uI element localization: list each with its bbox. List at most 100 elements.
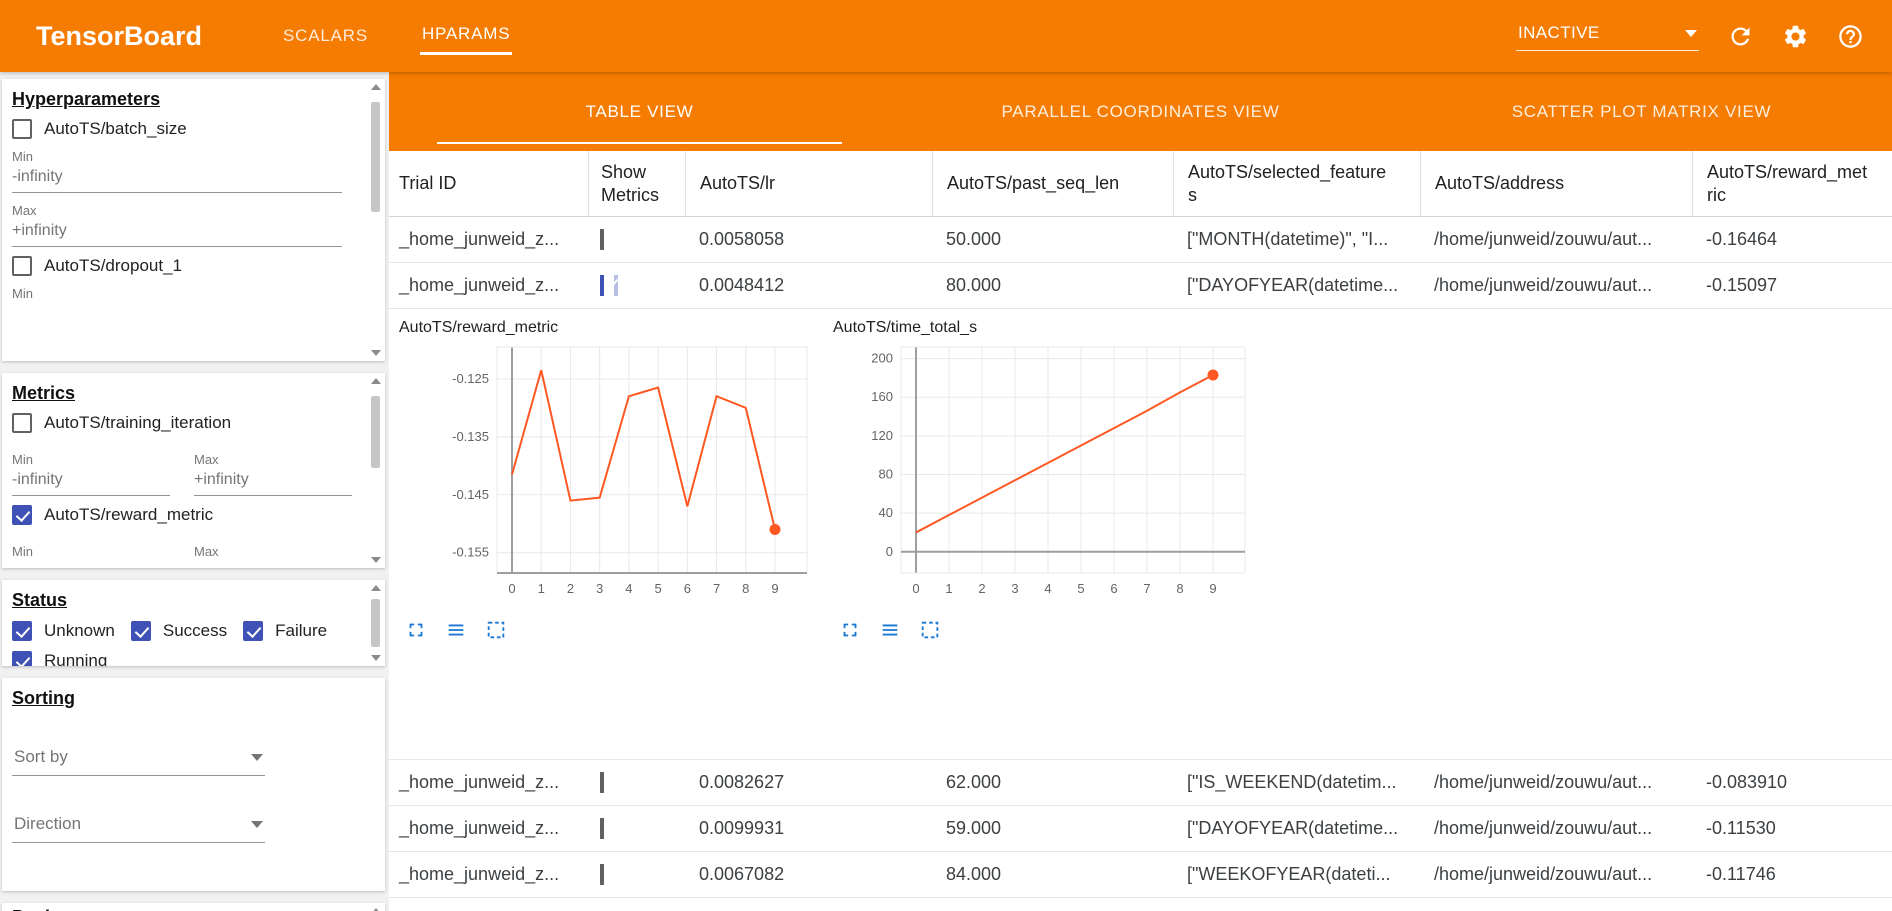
tab-parallel-coordinates-view[interactable]: PARALLEL COORDINATES VIEW: [1001, 101, 1280, 121]
sorting-panel: Sorting Sort by Direction: [2, 678, 385, 891]
status-label: Failure: [275, 621, 328, 640]
sort-by-value: Sort by: [14, 747, 68, 766]
dropout-1-checkbox[interactable]: [12, 256, 32, 276]
tab-scatter-plot-matrix-view[interactable]: SCATTER PLOT MATRIX VIEW: [1511, 101, 1772, 121]
svg-text:5: 5: [654, 581, 661, 596]
table-rows-top: _home_junweid_z... 0.0058058 50.000 ["MO…: [389, 217, 1892, 309]
batch-size-min-input[interactable]: [12, 164, 342, 193]
view-data-icon[interactable]: [879, 619, 901, 641]
status-checkbox[interactable]: [12, 621, 32, 641]
svg-text:80: 80: [879, 466, 893, 481]
scroll-up-icon[interactable]: [371, 84, 381, 90]
cell-selected-features: ["IS_WEEKEND(datetim...: [1187, 772, 1397, 792]
svg-text:8: 8: [1176, 581, 1183, 596]
svg-text:7: 7: [713, 581, 720, 596]
status-item: Unknown: [12, 621, 115, 641]
status-checkbox[interactable]: [12, 651, 32, 666]
show-metrics-checkbox[interactable]: [600, 864, 604, 885]
main-area: TABLE VIEW PARALLEL COORDINATES VIEW SCA…: [389, 72, 1892, 911]
chart-toolbar: [397, 619, 821, 641]
svg-text:-0.155: -0.155: [452, 545, 489, 560]
status-scrollbar[interactable]: [370, 585, 382, 661]
sort-by-select[interactable]: Sort by: [12, 743, 265, 776]
training-iteration-checkbox[interactable]: [12, 413, 32, 433]
hyperparameters-panel: Hyperparameters AutoTS/batch_size Min Ma…: [2, 79, 385, 361]
batch-size-checkbox[interactable]: [12, 119, 32, 139]
cell-reward-metric: -0.16464: [1706, 229, 1778, 249]
table-row[interactable]: _home_junweid_z... 0.0058058 50.000 ["MO…: [389, 217, 1892, 263]
svg-text:2: 2: [978, 581, 985, 596]
column-header-reward-metric: AutoTS/reward_metric: [1692, 151, 1892, 216]
hyperparameters-scrollbar[interactable]: [370, 84, 382, 356]
reward-metric-line-chart: -0.125 -0.135 -0.145 -0.155 0 1 2 3 4 5 6 7 8 9: [452, 346, 808, 596]
cell-selected-features: ["WEEKOFYEAR(dateti...: [1187, 864, 1391, 884]
sorting-title: Sorting: [12, 688, 75, 708]
table-row[interactable]: _home_junweid_z... 0.0048412 80.000 ["DA…: [389, 263, 1892, 309]
svg-text:0: 0: [508, 581, 515, 596]
tab-hparams[interactable]: HPARAMS: [394, 0, 538, 72]
scroll-up-icon[interactable]: [371, 908, 381, 911]
table-row[interactable]: _home_junweid_z... 0.0099931 59.000 ["DA…: [389, 806, 1892, 852]
scrollbar-thumb[interactable]: [371, 599, 380, 647]
show-metrics-checkbox[interactable]: [600, 275, 604, 296]
tab-scalars[interactable]: SCALARS: [257, 0, 394, 72]
table-row[interactable]: _home_junweid_z... 0.0082627 62.000 ["IS…: [389, 760, 1892, 806]
direction-select[interactable]: Direction: [12, 810, 265, 843]
fullscreen-icon[interactable]: [405, 619, 427, 641]
settings-gear-icon[interactable]: [1782, 23, 1809, 50]
view-data-icon[interactable]: [445, 619, 467, 641]
runs-status-selector[interactable]: INACTIVE: [1516, 21, 1699, 51]
cell-show-metrics: [588, 818, 685, 839]
column-header-address: AutoTS/address: [1420, 151, 1692, 216]
runs-status-value: INACTIVE: [1518, 23, 1600, 42]
cell-address: /home/junweid/zouwu/aut...: [1434, 275, 1653, 295]
cell-trial-id: _home_junweid_z...: [399, 864, 560, 884]
batch-size-max-input[interactable]: [12, 218, 342, 247]
help-icon[interactable]: [1837, 23, 1864, 50]
hparam-item-dropout-1: AutoTS/dropout_1: [12, 256, 355, 276]
show-metrics-checkbox[interactable]: [600, 229, 604, 250]
cell-address: /home/junweid/zouwu/aut...: [1434, 229, 1653, 249]
scroll-down-icon[interactable]: [371, 655, 381, 661]
svg-text:2: 2: [567, 581, 574, 596]
max-label: Max: [12, 203, 37, 218]
training-iteration-min-input[interactable]: [12, 467, 170, 496]
show-metrics-checkbox[interactable]: [600, 818, 604, 839]
svg-text:120: 120: [871, 428, 893, 443]
cell-address: /home/junweid/zouwu/aut...: [1434, 864, 1653, 884]
scrollbar-thumb[interactable]: [371, 102, 380, 212]
metrics-scrollbar[interactable]: [370, 378, 382, 563]
status-checkbox[interactable]: [130, 621, 151, 641]
scroll-down-icon[interactable]: [371, 557, 381, 563]
paging-scrollbar[interactable]: [370, 908, 382, 911]
max-label: Max: [194, 544, 219, 559]
metric-item-reward-metric: AutoTS/reward_metric: [12, 505, 355, 525]
svg-text:-0.135: -0.135: [452, 429, 489, 444]
reward-metric-label: AutoTS/reward_metric: [44, 505, 214, 524]
svg-text:3: 3: [596, 581, 603, 596]
reward-metric-checkbox[interactable]: [12, 505, 32, 525]
selection-box-icon[interactable]: [485, 619, 507, 641]
fullscreen-icon[interactable]: [839, 619, 861, 641]
cell-past-seq-len: 62.000: [946, 772, 1002, 792]
scroll-up-icon[interactable]: [371, 585, 381, 591]
status-label: Unknown: [44, 621, 115, 640]
refresh-icon[interactable]: [1727, 23, 1754, 50]
chart-title: AutoTS/time_total_s: [833, 319, 978, 336]
cell-selected-features: ["DAYOFYEAR(datetime...: [1187, 818, 1399, 838]
training-iteration-max-input[interactable]: [194, 467, 352, 496]
scroll-up-icon[interactable]: [371, 378, 381, 384]
table-row[interactable]: _home_junweid_z... 0.0067082 84.000 ["WE…: [389, 852, 1892, 898]
status-checkbox[interactable]: [243, 621, 264, 641]
min-label: Min: [12, 149, 33, 164]
svg-text:4: 4: [1044, 581, 1051, 596]
scrollbar-thumb[interactable]: [371, 396, 380, 468]
chart-toolbar: [831, 619, 1259, 641]
cell-address: /home/junweid/zouwu/aut...: [1434, 772, 1653, 792]
selection-box-icon[interactable]: [919, 619, 941, 641]
metrics-panel: Metrics AutoTS/training_iteration Min Ma…: [2, 373, 385, 568]
show-metrics-checkbox[interactable]: [600, 772, 604, 793]
status-label: Running: [44, 651, 108, 666]
scroll-down-icon[interactable]: [371, 350, 381, 356]
tab-table-view[interactable]: TABLE VIEW: [389, 72, 890, 151]
